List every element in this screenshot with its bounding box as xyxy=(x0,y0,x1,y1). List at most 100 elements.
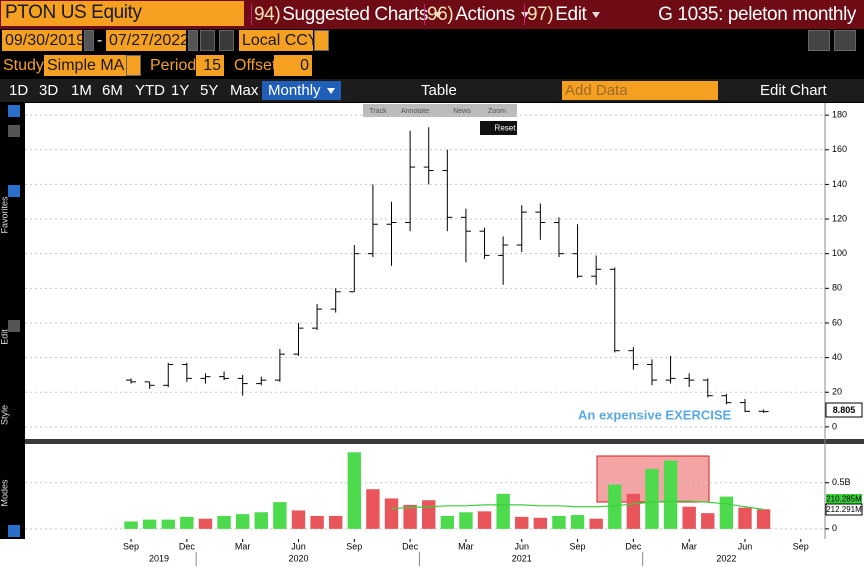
range-button[interactable]: Max xyxy=(230,82,259,99)
tool-label: Track xyxy=(369,108,387,115)
period[interactable]: 15 xyxy=(196,55,224,76)
panel-divider xyxy=(25,439,864,444)
volume-bar xyxy=(347,452,361,529)
frequency-button[interactable]: Monthly xyxy=(262,81,341,100)
volume-bar xyxy=(756,509,771,529)
study-dropdown[interactable] xyxy=(126,55,141,76)
x-axis-panel xyxy=(0,539,864,567)
y-tick-label: 0.5B xyxy=(832,477,851,487)
volume-bar xyxy=(217,515,231,529)
range-button[interactable]: 6M xyxy=(102,82,123,99)
y-tick-label: 160 xyxy=(832,144,847,154)
title-bar: PTON US Equity 94) Suggested Charts 96) Ac… xyxy=(0,0,864,29)
menu-number: 97) xyxy=(524,4,554,25)
x-tick-label: Dec xyxy=(625,541,642,551)
menu[interactable]: 97) Edit xyxy=(524,3,601,26)
range-button[interactable]: 1Y xyxy=(171,82,190,99)
y-tick-label: 60 xyxy=(832,317,842,327)
undo-button[interactable] xyxy=(808,30,830,51)
reset-button[interactable] xyxy=(480,121,517,135)
currency[interactable]: Local CCY xyxy=(239,30,318,51)
menu-label: Actions xyxy=(455,4,515,25)
volume-bar xyxy=(608,484,622,529)
offset[interactable]: 0 xyxy=(274,55,312,76)
volume-label-box xyxy=(825,503,863,516)
currency-dropdown[interactable] xyxy=(314,30,329,51)
menu-label: Suggested Charts xyxy=(282,4,428,25)
end-date[interactable]: 07/27/2022 xyxy=(106,30,189,51)
period-label: Period xyxy=(150,57,197,74)
range-button[interactable]: 1M xyxy=(71,82,92,99)
calendar-icon[interactable] xyxy=(188,30,198,51)
menu-number: 94) xyxy=(251,4,281,25)
y-tick-label: 0 xyxy=(832,421,837,431)
sidebar-icon[interactable] xyxy=(8,185,20,197)
volume-bar xyxy=(477,511,492,529)
edit-chart-button[interactable]: Edit Chart xyxy=(760,82,827,99)
x-tick-label: Sep xyxy=(793,541,809,551)
add-data[interactable]: Add Data xyxy=(562,81,718,100)
date-bar: 09/30/2019 - 07/27/2022 Local CCY xyxy=(0,30,864,53)
year-label: 2020 xyxy=(288,553,308,563)
menu[interactable]: 96) Actions xyxy=(424,3,529,26)
volume-bar xyxy=(142,519,157,529)
menu-label: Edit xyxy=(555,4,587,25)
menu-number: 96) xyxy=(424,4,454,25)
study[interactable]: Simple MA xyxy=(44,55,126,76)
range-button[interactable]: 1D xyxy=(9,82,29,99)
volume-bar xyxy=(663,460,678,529)
ma-value-label: 210.285M xyxy=(826,495,862,504)
volume-bar xyxy=(701,513,715,529)
chart: Track Annotate News Zoom Reset Favorites Edit S… xyxy=(0,103,864,567)
x-tick-label: Sep xyxy=(570,541,586,551)
volume-bar xyxy=(626,493,641,529)
sidebar-label: Modes xyxy=(0,479,9,507)
volume-bar xyxy=(719,496,734,529)
menu[interactable]: 94) Suggested Charts xyxy=(251,3,442,26)
page-title: G 1035: peleton monthly xyxy=(658,4,856,25)
ticker-field[interactable]: PTON US Equity xyxy=(1,1,244,26)
offset-label: Offset xyxy=(234,57,277,74)
sidebar-icon[interactable] xyxy=(8,125,20,137)
frequency: Monthly xyxy=(268,82,321,99)
moving-average-line xyxy=(391,500,764,511)
sidebar-icon[interactable] xyxy=(8,105,20,117)
sidebar-label: Style xyxy=(0,405,9,425)
sidebar-label: Favorites xyxy=(0,196,9,234)
volume-bar xyxy=(552,515,566,529)
range-button[interactable]: 3D xyxy=(39,82,59,99)
calendar-icon[interactable] xyxy=(84,30,94,51)
tool-strip xyxy=(363,104,517,117)
volume-bar xyxy=(738,507,752,529)
volume-bar xyxy=(366,489,380,529)
volume-bar xyxy=(645,468,659,529)
y-tick-label: 0 xyxy=(832,523,837,533)
next-button[interactable] xyxy=(219,30,234,51)
x-tick-label: Jun xyxy=(738,541,753,551)
sidebar-icon[interactable] xyxy=(8,320,20,332)
y-tick-label: 20 xyxy=(832,387,842,397)
volume-bar xyxy=(384,498,399,529)
volume-bar xyxy=(440,515,455,529)
sidebar-icon[interactable] xyxy=(8,525,20,537)
volume-bar xyxy=(682,506,696,529)
annotation: An expensive EXERCISE xyxy=(578,407,731,422)
prev-button[interactable] xyxy=(200,30,215,51)
x-tick-label: Mar xyxy=(681,541,697,551)
last-price-label: 8.805 xyxy=(833,405,856,415)
volume-bar xyxy=(533,517,548,529)
start-date[interactable]: 09/30/2019 xyxy=(2,30,85,51)
volume-bar xyxy=(422,500,436,529)
volume-bar xyxy=(589,518,603,529)
volume-bar xyxy=(254,512,268,529)
x-tick-label: Sep xyxy=(346,541,362,551)
table-button[interactable]: Table xyxy=(421,82,457,99)
range-button[interactable]: YTD xyxy=(135,82,165,99)
redo-button[interactable] xyxy=(834,30,856,51)
reset-label: Reset xyxy=(495,124,517,133)
price-panel xyxy=(25,103,864,439)
volume-bar xyxy=(124,521,138,529)
range-button[interactable]: 5Y xyxy=(200,82,219,99)
x-tick-label: Sep xyxy=(123,541,139,551)
